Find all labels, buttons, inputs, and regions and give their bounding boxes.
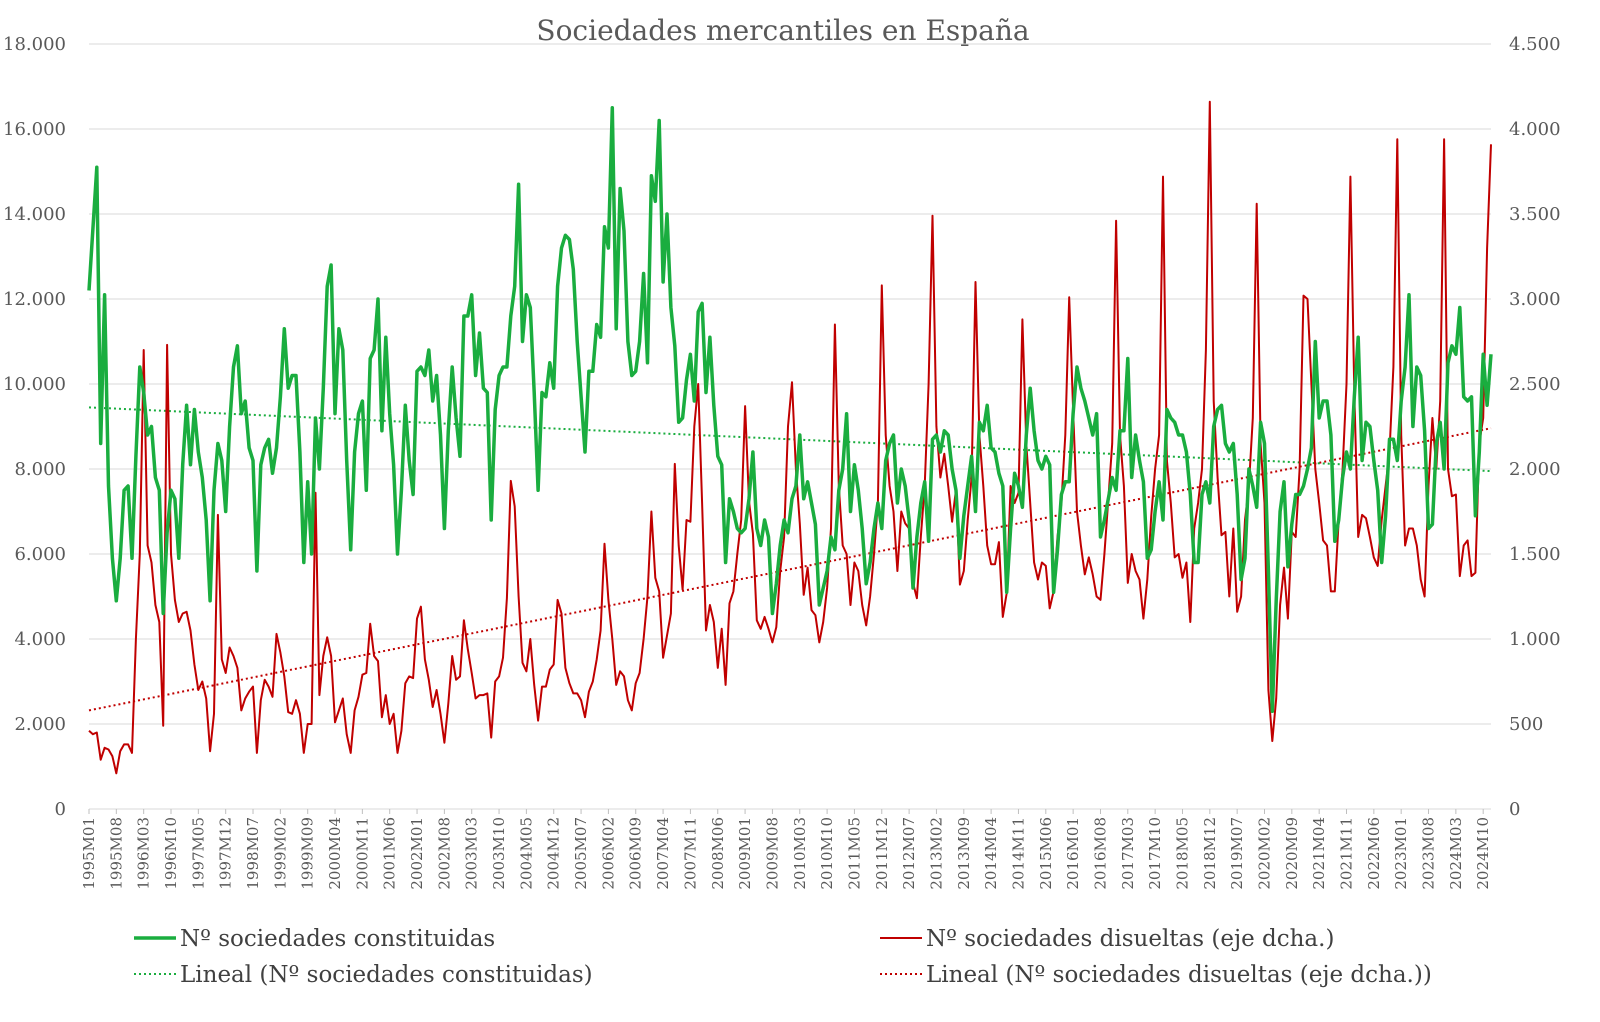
x-tick-label: 2017M03 xyxy=(1119,817,1137,890)
y-right-tick-label: 4.000 xyxy=(1509,119,1561,140)
x-tick-label: 1995M01 xyxy=(80,817,98,890)
y-left-tick-label: 18.000 xyxy=(3,34,66,55)
y-left-tick-label: 16.000 xyxy=(3,119,66,140)
x-tick-label: 2010M10 xyxy=(818,817,836,890)
x-tick-label: 2013M02 xyxy=(927,817,945,890)
y-right-tick-label: 3.500 xyxy=(1509,204,1561,225)
x-tick-label: 2023M08 xyxy=(1420,817,1438,890)
x-tick-label: 2001M06 xyxy=(381,817,399,890)
y-right-tick-label: 4.500 xyxy=(1509,34,1561,55)
x-tick-label: 2007M11 xyxy=(681,817,699,890)
x-tick-label: 2007M04 xyxy=(654,817,672,890)
x-tick-label: 2024M03 xyxy=(1447,817,1465,890)
series-line-3 xyxy=(88,406,1492,473)
x-tick-label: 1999M09 xyxy=(299,817,317,890)
y-right-tick-label: 2.000 xyxy=(1509,459,1561,480)
x-tick-label: 2003M03 xyxy=(463,817,481,890)
x-tick-label: 2023M01 xyxy=(1392,817,1410,890)
y-axis-left: 0 2.000 4.000 6.000 8.000 10.000 12.000 14.000 1… xyxy=(3,34,66,820)
x-tick-label: 2009M01 xyxy=(736,817,754,890)
y-right-tick-label: 1.500 xyxy=(1509,544,1561,565)
y-left-tick-label: 2.000 xyxy=(14,714,66,735)
x-tick-label: 2021M04 xyxy=(1310,817,1328,890)
x-tick-label: 2015M06 xyxy=(1037,817,1055,890)
x-tick-label: 2000M04 xyxy=(326,817,344,890)
y-right-tick-label: 0 xyxy=(1509,799,1520,820)
x-tick-label: 2016M08 xyxy=(1091,817,1109,890)
x-tick-label: 2016M01 xyxy=(1064,817,1082,890)
y-axis-right: 0 500 1.000 1.500 2.000 2.500 3.000 3.500 4.000 4… xyxy=(1509,34,1561,820)
legend-label-1: Nº sociedades constituidas xyxy=(180,926,495,952)
y-left-tick-label: 10.000 xyxy=(3,374,66,395)
x-tick-label: 2024M10 xyxy=(1474,817,1492,890)
x-tick-label: 2018M05 xyxy=(1173,817,1191,890)
x-tick-label: 2004M05 xyxy=(517,817,535,890)
legend: Nº sociedades constituidas Nº sociedades … xyxy=(134,926,1432,988)
x-tick-label: 2017M10 xyxy=(1146,817,1164,890)
x-tick-label: 2014M11 xyxy=(1009,817,1027,890)
series-lines xyxy=(87,100,1493,775)
x-tick-label: 2002M08 xyxy=(435,817,453,890)
y-left-tick-label: 4.000 xyxy=(14,629,66,650)
x-tick-label: 2019M07 xyxy=(1228,817,1246,890)
chart-title: Sociedades mercantiles en España xyxy=(536,14,1029,47)
x-tick-label: 2022M06 xyxy=(1365,817,1383,890)
x-tick-label: 2006M09 xyxy=(627,817,645,890)
legend-label-3: Lineal (Nº sociedades constituidas) xyxy=(180,962,593,988)
x-tick-label: 2018M12 xyxy=(1201,817,1219,890)
x-tick-label: 2020M02 xyxy=(1255,817,1273,890)
x-tick-label: 1998M07 xyxy=(244,817,262,890)
y-left-tick-label: 8.000 xyxy=(14,459,66,480)
x-tick-label: 2000M11 xyxy=(353,817,371,890)
x-tick-label: 1996M10 xyxy=(162,817,180,890)
y-left-tick-label: 12.000 xyxy=(3,289,66,310)
x-tick-label: 2002M01 xyxy=(408,817,426,890)
x-tick-label: 2006M02 xyxy=(599,817,617,890)
x-tick-label: 2012M07 xyxy=(900,817,918,890)
legend-label-4: Lineal (Nº sociedades disueltas (eje dch… xyxy=(926,962,1432,988)
y-right-tick-label: 2.500 xyxy=(1509,374,1561,395)
x-tick-label: 2014M04 xyxy=(982,817,1000,890)
x-tick-label: 1995M08 xyxy=(107,817,125,890)
x-tick-label: 1999M02 xyxy=(271,817,289,890)
x-tick-label: 2020M09 xyxy=(1283,817,1301,890)
series-line-2 xyxy=(88,100,1492,775)
x-tick-label: 1997M05 xyxy=(189,817,207,890)
y-left-tick-label: 14.000 xyxy=(3,204,66,225)
x-tick-label: 2011M12 xyxy=(873,817,891,890)
y-left-tick-label: 6.000 xyxy=(14,544,66,565)
y-right-tick-label: 1.000 xyxy=(1509,629,1561,650)
x-tick-label: 2008M06 xyxy=(709,817,727,890)
x-axis: 1995M01 1995M08 1996M03 1996M10 1997M05 1997M… xyxy=(80,808,1492,890)
x-tick-label: 2021M11 xyxy=(1338,817,1356,890)
x-tick-label: 2009M08 xyxy=(763,817,781,890)
x-tick-label: 2010M03 xyxy=(791,817,809,890)
legend-label-2: Nº sociedades disueltas (eje dcha.) xyxy=(926,926,1334,952)
x-tick-label: 2003M10 xyxy=(490,817,508,890)
x-tick-label: 1997M12 xyxy=(217,817,235,890)
series-line-1 xyxy=(87,106,1493,714)
x-tick-label: 1996M03 xyxy=(135,817,153,890)
y-right-tick-label: 3.000 xyxy=(1509,289,1561,310)
y-left-tick-label: 0 xyxy=(55,799,66,820)
x-tick-label: 2011M05 xyxy=(845,817,863,890)
y-right-tick-label: 500 xyxy=(1509,714,1543,735)
x-tick-label: 2004M12 xyxy=(545,817,563,890)
x-tick-label: 2013M09 xyxy=(955,817,973,890)
x-tick-label: 2005M07 xyxy=(572,817,590,890)
